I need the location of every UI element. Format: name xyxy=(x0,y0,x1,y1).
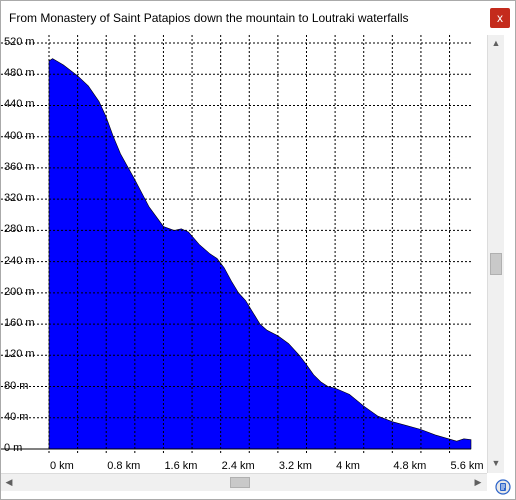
scroll-right-icon[interactable]: ▶ xyxy=(474,477,482,487)
y-tick-label: 160 m xyxy=(4,317,35,330)
scroll-left-icon[interactable]: ◀ xyxy=(5,477,13,487)
close-button[interactable]: x xyxy=(490,8,510,28)
horizontal-scrollbar[interactable]: ◀ ▶ xyxy=(1,473,487,491)
elevation-area xyxy=(48,58,472,450)
window-title: From Monastery of Saint Patapios down th… xyxy=(9,11,409,25)
x-tick-label: 5.6 km xyxy=(450,460,484,472)
x-tick-label: 3.2 km xyxy=(278,460,312,472)
horizontal-scroll-thumb[interactable] xyxy=(230,477,250,488)
y-tick-label: 80 m xyxy=(4,379,29,392)
x-tick-label: 4.8 km xyxy=(393,460,427,472)
size-grip-icon[interactable] xyxy=(495,479,511,495)
y-tick-label: 40 m xyxy=(4,410,29,423)
y-tick-label: 280 m xyxy=(4,223,35,236)
scroll-up-icon[interactable]: ▲ xyxy=(491,38,501,48)
x-tick-label: 0 km xyxy=(50,460,74,472)
y-tick-label: 440 m xyxy=(4,98,35,111)
x-tick-label: 2.4 km xyxy=(221,460,255,472)
scroll-down-icon[interactable]: ▼ xyxy=(491,458,501,468)
y-tick-label: 520 m xyxy=(4,36,35,48)
title-bar: From Monastery of Saint Patapios down th… xyxy=(1,1,515,35)
x-tick-label: 1.6 km xyxy=(164,460,198,472)
vertical-scrollbar[interactable]: ▲ ▼ xyxy=(487,35,504,473)
y-tick-label: 200 m xyxy=(4,285,35,298)
y-tick-label: 480 m xyxy=(4,67,35,80)
y-tick-label: 0 m xyxy=(4,442,23,454)
y-tick-label: 240 m xyxy=(4,254,35,267)
y-tick-label: 360 m xyxy=(4,160,35,173)
y-tick-label: 320 m xyxy=(4,192,35,205)
y-tick-label: 400 m xyxy=(4,129,35,142)
vertical-scroll-thumb[interactable] xyxy=(490,253,502,275)
y-tick-label: 120 m xyxy=(4,348,35,361)
x-tick-label: 0.8 km xyxy=(107,460,141,472)
x-tick-label: 4 km xyxy=(336,460,360,472)
elevation-chart xyxy=(1,35,487,473)
chart-canvas xyxy=(1,35,472,455)
